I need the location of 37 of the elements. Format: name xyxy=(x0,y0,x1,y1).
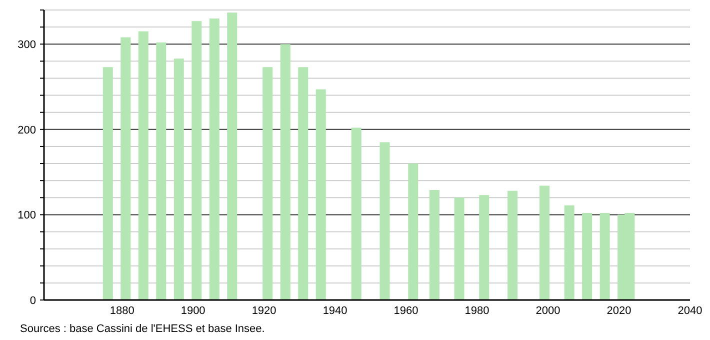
bar xyxy=(479,195,490,300)
x-tick-label: 1880 xyxy=(110,305,134,317)
bar xyxy=(564,205,574,300)
bar xyxy=(600,213,610,300)
y-tick-label: 0 xyxy=(30,294,36,307)
bar xyxy=(298,67,308,300)
bar xyxy=(120,37,131,300)
bar xyxy=(227,12,238,300)
bar xyxy=(280,44,290,300)
x-tick-label: 2040 xyxy=(678,305,702,317)
bar xyxy=(192,21,202,300)
bar xyxy=(156,42,166,300)
x-tick-label: 1980 xyxy=(464,305,490,317)
bar xyxy=(316,89,326,300)
bar xyxy=(508,190,518,300)
bar xyxy=(209,18,220,300)
source-note: Sources : base Cassini de l'EHESS et base Insee. xyxy=(20,323,265,335)
bar xyxy=(454,198,464,300)
x-tick-label: 2020 xyxy=(606,305,632,317)
bar xyxy=(380,142,390,300)
bar xyxy=(102,67,113,300)
y-tick-label: 300 xyxy=(18,38,36,51)
bar xyxy=(539,186,550,300)
bar xyxy=(351,128,362,300)
bar xyxy=(408,164,418,300)
x-tick-label: 1900 xyxy=(180,305,206,317)
bar xyxy=(582,213,592,300)
bar xyxy=(262,67,273,300)
x-tick-label: 2000 xyxy=(536,305,560,317)
bar xyxy=(429,190,440,300)
bar xyxy=(174,58,184,300)
x-tick-label: 1920 xyxy=(252,305,276,317)
y-tick-label: 100 xyxy=(18,210,36,222)
x-tick-label: 1940 xyxy=(322,305,348,317)
y-tick-label: 200 xyxy=(18,124,36,136)
x-tick-label: 1960 xyxy=(394,305,418,317)
bar xyxy=(138,31,148,300)
